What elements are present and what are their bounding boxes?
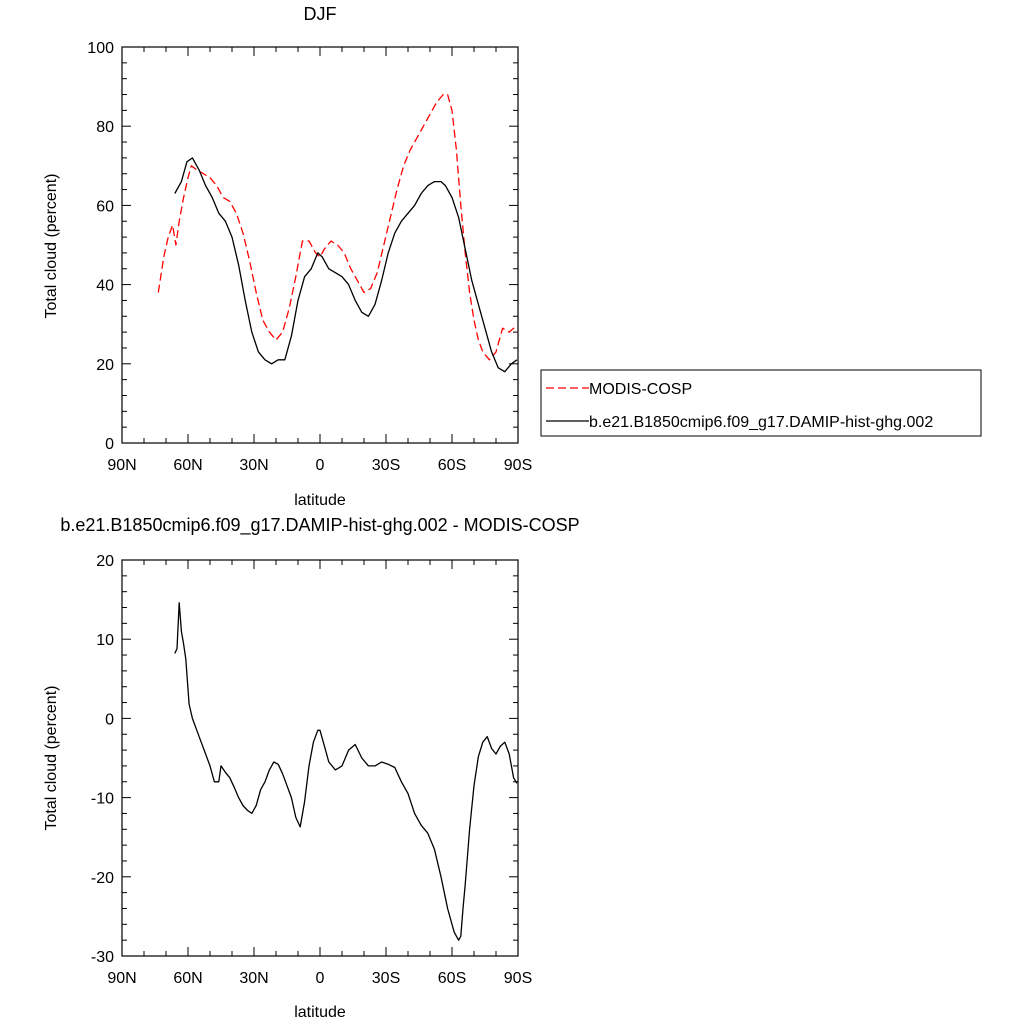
panel-1-xlabel: latitude [294,492,346,509]
panel-1-ytick-label: 20 [96,357,114,374]
legend-box [540,369,982,437]
panel-1-ytick-label: 60 [96,198,114,215]
panel-1-xtick-label: 30N [239,457,268,474]
panel-1-xtick-label: 0 [316,457,325,474]
panel-1-series [157,93,518,373]
panel-1-tick-labels: 90N 60N 30N 0 30S 60S 90S 0 20 40 60 80 100 [87,40,532,474]
series-difference-line [174,602,518,941]
panel-difference: b.e21.B1850cmip6.f09_g17.DAMIP-hist-ghg.… [43,515,580,1021]
panel-2-ytick-label: -20 [91,870,114,887]
panel-1-title: DJF [304,4,337,24]
panel-1-ticks [121,46,519,444]
panel-2-xtick-label: 0 [316,970,325,987]
panel-2-ytick-label: 0 [105,711,114,728]
panel-2-xtick-label: 90S [504,970,532,987]
panel-2-xtick-label: 60S [438,970,466,987]
panel-2-xtick-label: 90N [107,970,136,987]
panel-2-ylabel: Total cloud (percent) [43,686,60,831]
panel-1-ytick-label: 80 [96,119,114,136]
panel-1-xtick-label: 60S [438,457,466,474]
series-modis-cosp-line [157,93,518,361]
panel-2-tick-labels: 90N 60N 30N 0 30S 60S 90S -30 -20 -10 0 10 20 [91,553,532,987]
panel-2-series [174,602,518,941]
panel-2-xlabel: latitude [294,1004,346,1021]
panel-1-xtick-label: 90S [504,457,532,474]
panel-2-ytick-label: 10 [96,632,114,649]
panel-1-ytick-label: 100 [87,40,114,57]
panel-2-ytick-label: -10 [91,791,114,808]
panel-1-ytick-label: 40 [96,278,114,295]
panel-2-ticks [121,559,519,957]
panel-1-plot-frame [121,46,519,444]
panel-1-xtick-label: 30S [372,457,400,474]
panel-2-xtick-label: 30N [239,970,268,987]
panel-1-xtick-label: 60N [173,457,202,474]
panel-1-xtick-label: 90N [107,457,136,474]
panel-1-ytick-label: 0 [105,436,114,453]
panel-2-xtick-label: 60N [173,970,202,987]
panel-2-xtick-label: 30S [372,970,400,987]
series-model-line [174,157,518,373]
panel-2-ytick-label: -30 [91,949,114,966]
legend-label-model: b.e21.B1850cmip6.f09_g17.DAMIP-hist-ghg.… [589,414,933,431]
panel-2-ytick-label: 20 [96,553,114,570]
panel-2-title: b.e21.B1850cmip6.f09_g17.DAMIP-hist-ghg.… [60,515,579,536]
panel-2-plot-frame [121,559,519,957]
legend-label-modis: MODIS-COSP [589,381,692,398]
panel-djf: DJF Total cloud (percent) latitude 90N 60… [43,4,982,509]
panel-1-ylabel: Total cloud (percent) [43,174,60,319]
legend: MODIS-COSP b.e21.B1850cmip6.f09_g17.DAMI… [540,369,982,437]
